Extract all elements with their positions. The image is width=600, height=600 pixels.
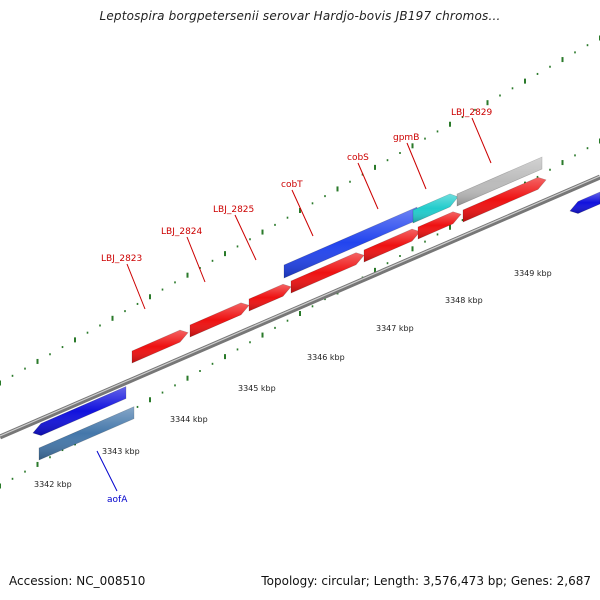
gene-aofA-callout-line: [96, 450, 118, 492]
gene-features: [32, 156, 600, 461]
backbone-highlight: [0, 175, 600, 437]
gene-LBJ_2829-callout-line: [471, 117, 492, 164]
map-title: Leptospira borgpetersenii serovar Hardjo…: [99, 9, 501, 23]
scale-label: 3345 kbp: [238, 384, 276, 393]
scale-label: 3343 kbp: [102, 447, 140, 456]
gene-LBJ_2825[interactable]: [248, 283, 292, 312]
chromosome-backbone: [0, 174, 600, 440]
backbone-line: [0, 174, 600, 440]
scale-labels: 3342 kbp 3343 kbp 3344 kbp 3345 kbp 3346 kbp…: [34, 269, 552, 489]
scale-label: 3347 kbp: [376, 324, 414, 333]
gene-cobS-callout-line: [357, 162, 379, 210]
scale-label: 3349 kbp: [514, 269, 552, 278]
gene-cobT-label: cobT: [281, 180, 303, 190]
gene-cobT-callout-line: [291, 189, 314, 237]
gene-LBJ_2825-callout-line: [234, 214, 257, 261]
gene-cobS-label: cobS: [347, 153, 369, 163]
gene-LBJ_2823-callout-line: [126, 263, 146, 310]
gene-callouts: LBJ_2823 LBJ_2824 LBJ_2825 cobT cobS gpmB LBJ_…: [96, 108, 493, 505]
gene-LBJ_2829-label: LBJ_2829: [451, 108, 493, 118]
gene-gpmB-label: gpmB: [393, 133, 419, 143]
gene-LBJ_2824-callout-line: [186, 236, 206, 283]
scale-label: 3344 kbp: [170, 415, 208, 424]
scale-label: 3348 kbp: [445, 296, 483, 305]
scale-label: 3346 kbp: [307, 353, 345, 362]
gene-LBJ_2824-label: LBJ_2824: [161, 227, 203, 237]
gene-gpmB-callout-line: [406, 142, 427, 190]
topology-text: Topology: circular; Length: 3,576,473 bp…: [261, 574, 591, 588]
gene-aofA-label: aofA: [107, 495, 128, 505]
outer-tick-ring: [0, 35, 600, 386]
gene-LBJ_2825-label: LBJ_2825: [213, 205, 254, 215]
scale-label: 3342 kbp: [34, 480, 72, 489]
gene-LBJ_2823-label: LBJ_2823: [101, 254, 142, 264]
accession-text: Accession: NC_008510: [9, 574, 146, 588]
gene-blue-right[interactable]: [569, 191, 600, 214]
